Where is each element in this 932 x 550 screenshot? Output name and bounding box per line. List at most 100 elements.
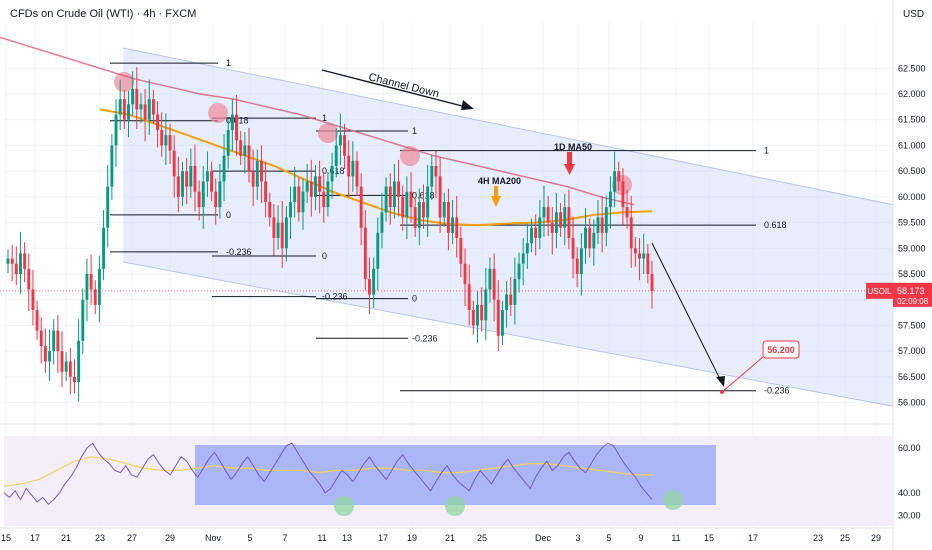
- candle-body: [210, 171, 214, 192]
- candle-body: [455, 217, 459, 238]
- candle-body: [73, 376, 76, 382]
- time-tick: 21: [61, 533, 71, 543]
- fib-label: -0.236: [322, 292, 348, 302]
- ma200-arrow-stem: [494, 186, 498, 196]
- top-highlight-circle: [400, 146, 420, 166]
- candle-body: [380, 212, 384, 233]
- candle-body: [397, 181, 401, 197]
- price-tick: 60.500: [898, 166, 926, 176]
- time-tick: 11: [671, 533, 680, 543]
- candle-body: [139, 104, 143, 110]
- time-tick: 17: [378, 533, 388, 543]
- time-tick: 17: [748, 533, 758, 543]
- candle-body: [629, 217, 633, 249]
- candle-body: [517, 263, 521, 280]
- candle-body: [430, 166, 434, 187]
- projection-line: [651, 242, 723, 384]
- candle-body: [205, 171, 209, 182]
- candle-body: [172, 150, 176, 177]
- candle-body: [259, 160, 263, 182]
- candle-body: [160, 130, 164, 146]
- candle-body: [492, 268, 496, 300]
- price-tick: 58.500: [898, 269, 926, 279]
- candle-body: [268, 202, 272, 218]
- target-label-box: [762, 340, 800, 359]
- candle-body: [135, 88, 139, 110]
- candle-body: [563, 207, 567, 228]
- top-highlight-circle: [318, 123, 338, 143]
- symbol-tag-box: [866, 282, 893, 299]
- candle-body: [554, 212, 558, 233]
- price-tick: 56.000: [898, 398, 926, 408]
- candle-body: [251, 171, 255, 187]
- time-axis[interactable]: 15 17 21 23 27 29 Nov 5 7 11 13 17 19 21 25 Dec 3 5 9 11 15 1…: [0, 527, 892, 543]
- candle-body: [23, 253, 27, 269]
- candle-body: [438, 176, 442, 218]
- fib-label: 0.618: [764, 220, 787, 230]
- candle-body: [164, 135, 168, 146]
- candle-body: [280, 222, 284, 249]
- candle-body: [19, 253, 22, 274]
- candle-body: [372, 268, 376, 295]
- candle-body: [513, 279, 517, 305]
- candle-body: [571, 238, 575, 259]
- candle-body: [463, 263, 467, 285]
- candle-body: [147, 99, 151, 120]
- candle-body: [68, 361, 72, 377]
- candle-body: [638, 253, 641, 259]
- time-tick: 27: [127, 533, 137, 543]
- top-highlight-circle: [208, 103, 228, 123]
- target-label: 56.200: [767, 345, 795, 355]
- candle-body: [181, 171, 184, 197]
- candle-body: [650, 274, 654, 291]
- candle-body: [546, 207, 550, 223]
- candle-body: [588, 227, 592, 249]
- price-tick: 59.500: [898, 218, 926, 228]
- candle-body: [168, 135, 172, 151]
- candle-body: [301, 191, 305, 213]
- candle-body: [56, 330, 60, 352]
- candle-body: [584, 227, 587, 249]
- candle-body: [417, 202, 421, 228]
- ma50-label: 1D MA50: [554, 142, 592, 152]
- candle-body: [314, 176, 317, 197]
- rsi-tick: 60.00: [898, 443, 921, 453]
- channel-bottom-line: [122, 261, 930, 414]
- chart-title: CFDs on Crude Oil (WTI) · 4h · FXCM: [10, 8, 196, 20]
- candle-body: [6, 258, 10, 264]
- candle-body: [550, 222, 554, 233]
- time-tick: 5: [247, 533, 252, 543]
- candle-body: [613, 171, 617, 192]
- candle-body: [592, 232, 596, 249]
- fib-label: 1: [764, 146, 769, 156]
- candle-body: [600, 217, 604, 233]
- candle-body: [14, 263, 18, 274]
- rsi-tick: 30.00: [898, 510, 921, 520]
- candle-body: [405, 191, 409, 218]
- candle-body: [363, 227, 367, 280]
- candle-body: [293, 186, 297, 202]
- candle-body: [97, 268, 101, 305]
- symbol-tag: USOIL: [867, 287, 892, 296]
- candle-body: [604, 207, 608, 233]
- candle-body: [64, 361, 68, 372]
- candle-body: [318, 176, 322, 192]
- candle-body: [434, 166, 438, 177]
- channel-top-line: [122, 47, 930, 213]
- target-connector: [721, 356, 764, 393]
- candle-body: [538, 217, 542, 238]
- candle-body: [642, 253, 646, 259]
- candle-body: [93, 289, 97, 305]
- price-tick: 60.000: [898, 192, 926, 202]
- candle-body: [347, 155, 351, 177]
- candle-body: [646, 253, 650, 274]
- candle-body: [480, 304, 484, 321]
- candle-body: [359, 186, 363, 228]
- price-axis[interactable]: USD 62.50062.00061.50061.00060.50060.000…: [892, 0, 932, 550]
- time-tick: 13: [342, 533, 352, 543]
- candle-body: [39, 330, 43, 346]
- candle-body: [156, 114, 160, 130]
